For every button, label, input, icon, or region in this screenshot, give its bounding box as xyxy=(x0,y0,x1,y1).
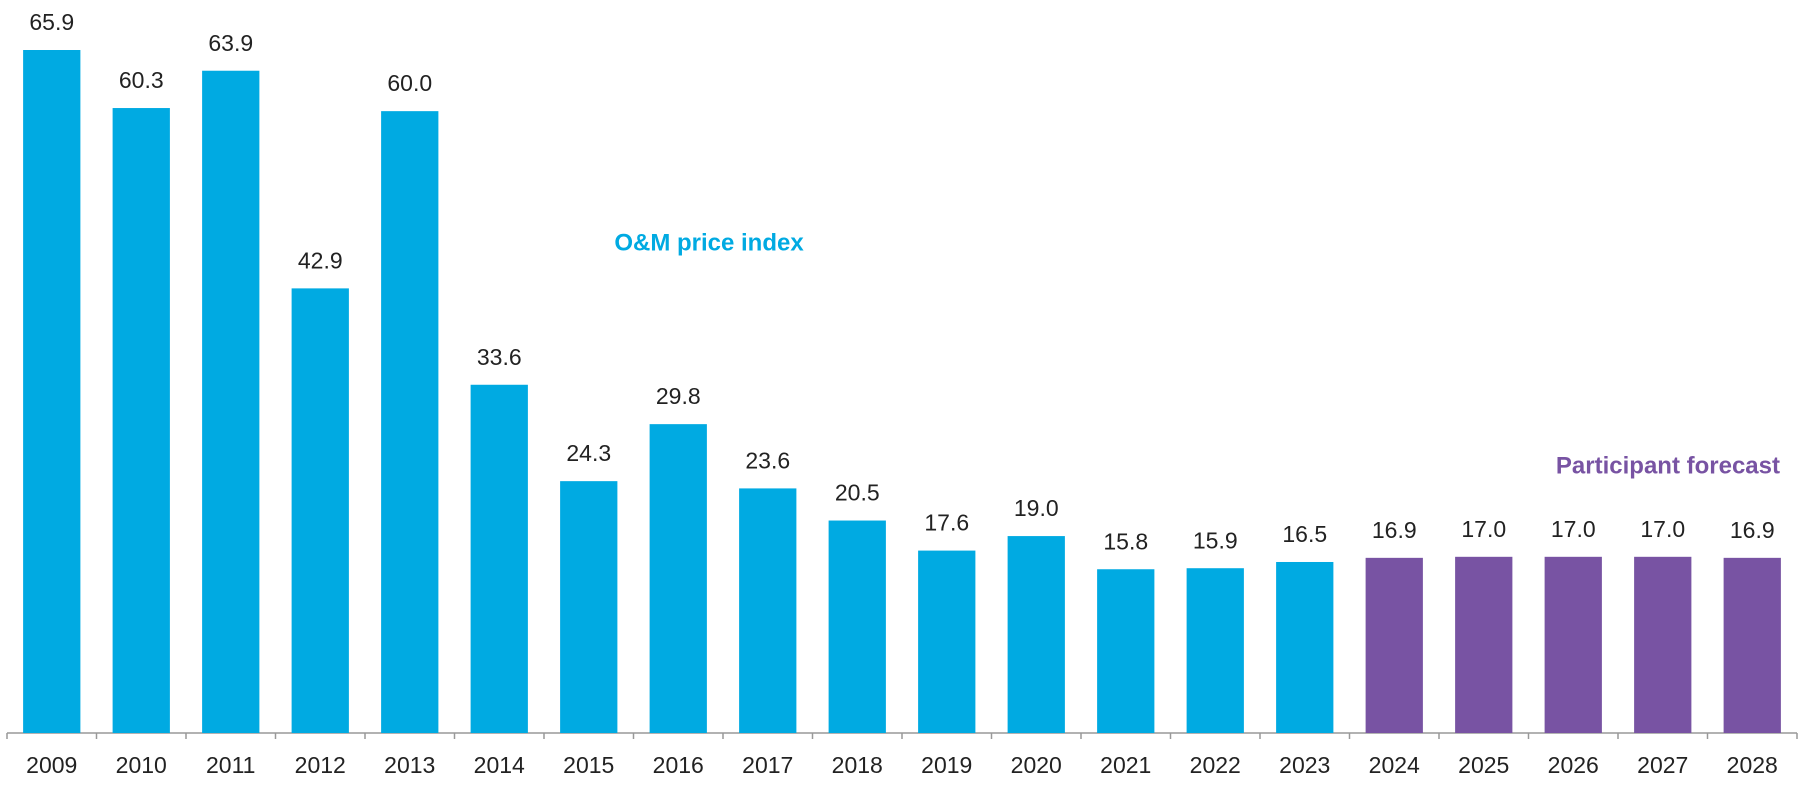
value-label: 17.6 xyxy=(924,510,969,536)
bar xyxy=(291,288,349,733)
bar xyxy=(1455,556,1513,733)
bar xyxy=(649,424,707,733)
value-label: 29.8 xyxy=(656,383,701,409)
bar xyxy=(1186,568,1244,733)
x-tick-label: 2011 xyxy=(206,752,255,778)
value-label: 60.0 xyxy=(387,70,432,96)
bar xyxy=(739,488,797,733)
bar xyxy=(1634,556,1692,733)
x-tick-label: 2021 xyxy=(1100,752,1151,778)
bar xyxy=(560,481,618,733)
x-tick-label: 2028 xyxy=(1727,752,1778,778)
x-tick-label: 2025 xyxy=(1458,752,1509,778)
value-label: 24.3 xyxy=(566,440,611,466)
x-tick-label: 2012 xyxy=(295,752,346,778)
x-tick-label: 2026 xyxy=(1548,752,1599,778)
x-tick-label: 2027 xyxy=(1637,752,1688,778)
bar xyxy=(470,384,528,733)
bar xyxy=(381,111,439,734)
x-tick-label: 2009 xyxy=(26,752,77,778)
value-label: 33.6 xyxy=(477,344,522,370)
value-label: 63.9 xyxy=(208,30,253,56)
x-tick-label: 2020 xyxy=(1011,752,1062,778)
value-label: 15.9 xyxy=(1193,527,1238,553)
x-tick-label: 2015 xyxy=(563,752,614,778)
bar xyxy=(112,108,170,734)
bar xyxy=(1544,556,1602,733)
value-label: 19.0 xyxy=(1014,495,1059,521)
x-tick-label: 2017 xyxy=(742,752,793,778)
x-tick-label: 2019 xyxy=(921,752,972,778)
bar xyxy=(1007,536,1065,733)
x-tick-label: 2014 xyxy=(474,752,525,778)
x-tick-label: 2010 xyxy=(116,752,167,778)
annotation: O&M price index xyxy=(614,229,804,256)
bar xyxy=(828,520,886,733)
value-label: 42.9 xyxy=(298,247,343,273)
bar xyxy=(1365,557,1423,733)
value-label: 16.5 xyxy=(1282,521,1327,547)
annotation: Participant forecast xyxy=(1556,452,1780,479)
bar xyxy=(202,70,260,733)
value-label: 16.9 xyxy=(1372,517,1417,543)
x-tick-label: 2016 xyxy=(653,752,704,778)
value-label: 16.9 xyxy=(1730,517,1775,543)
x-tick-label: 2024 xyxy=(1369,752,1420,778)
value-label: 17.0 xyxy=(1551,516,1596,542)
value-label: 17.0 xyxy=(1461,516,1506,542)
x-tick-label: 2023 xyxy=(1279,752,1330,778)
bar xyxy=(1097,569,1155,733)
value-label: 20.5 xyxy=(835,480,880,506)
x-tick-label: 2022 xyxy=(1190,752,1241,778)
x-tick-label: 2013 xyxy=(384,752,435,778)
bar xyxy=(918,550,976,733)
bar xyxy=(1276,561,1334,733)
bar xyxy=(1723,557,1781,733)
value-label: 15.8 xyxy=(1103,528,1148,554)
value-label: 17.0 xyxy=(1640,516,1685,542)
value-label: 23.6 xyxy=(745,447,790,473)
value-label: 65.9 xyxy=(29,9,74,35)
x-tick-label: 2018 xyxy=(832,752,883,778)
bar xyxy=(23,50,81,733)
value-label: 60.3 xyxy=(119,67,164,93)
